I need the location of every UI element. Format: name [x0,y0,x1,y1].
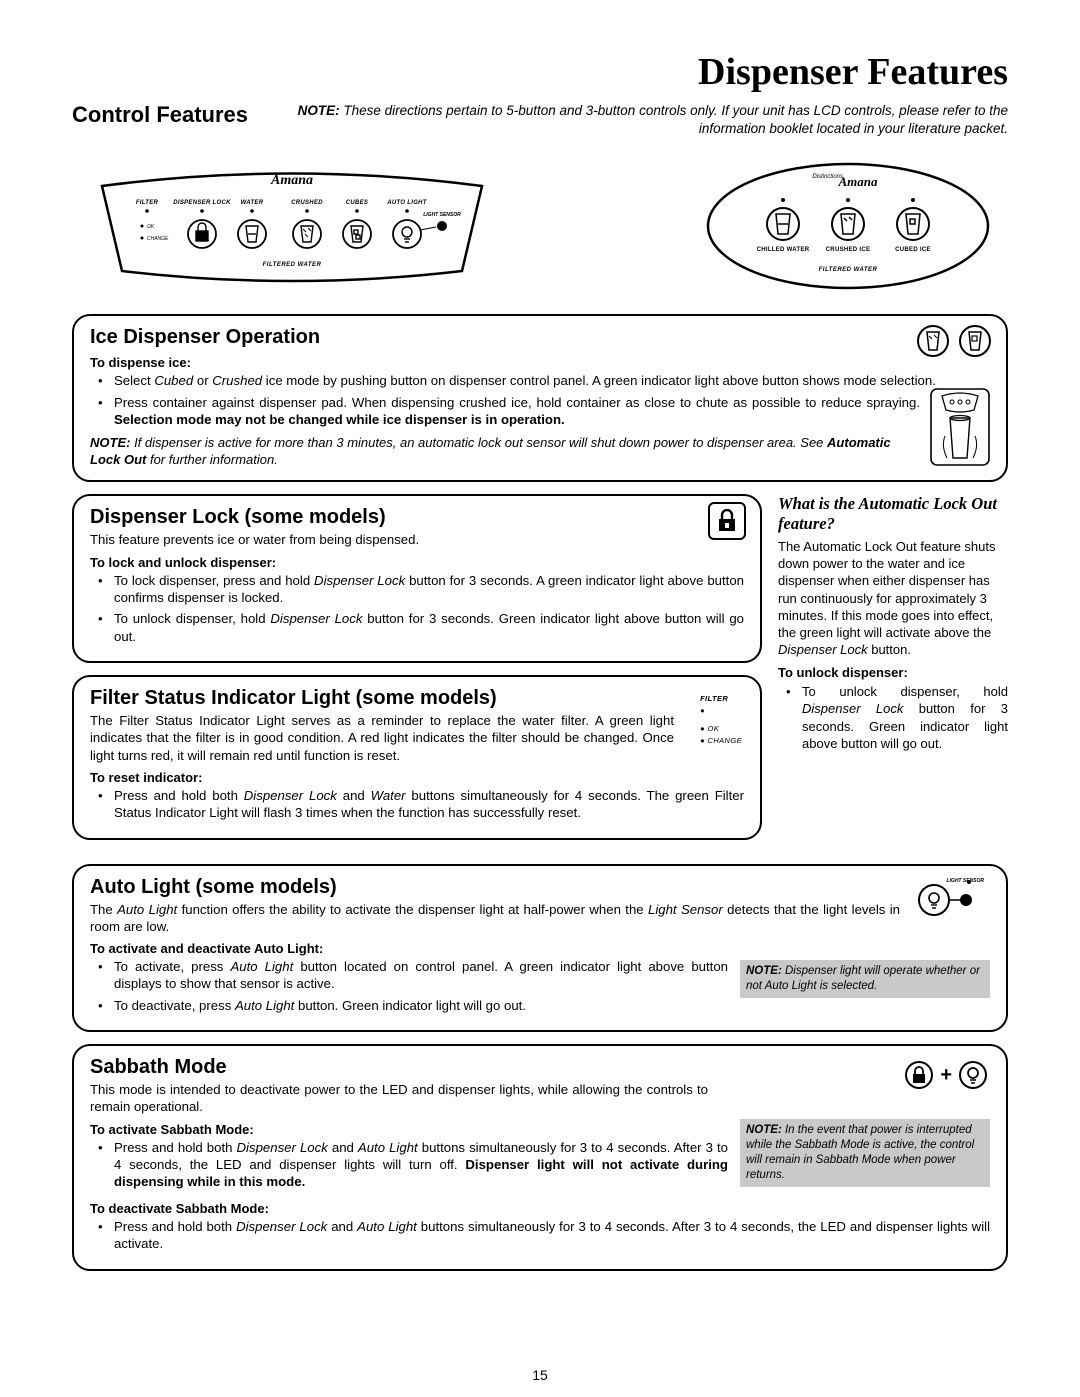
svg-text:FILTER: FILTER [136,200,159,206]
auto-lockout-sidebar: What is the Automatic Lock Out feature? … [778,494,1008,755]
autolight-bullet-2: To deactivate, press Auto Light button. … [90,997,728,1014]
filter-bullets: Press and hold both Dispenser Lock and W… [90,787,744,822]
sidebar-question: What is the Automatic Lock Out feature? [778,494,1008,534]
filter-status-box: FILTER OK CHANGE Filter Status Indicator… [72,675,762,839]
dispenser-lock-box: Dispenser Lock (some models) This featur… [72,494,762,663]
chute-illustration [930,388,990,471]
svg-text:CRUSHED ICE: CRUSHED ICE [826,247,871,253]
sabbath-sub1: To activate Sabbath Mode: [90,1122,728,1137]
sidebar-bullet-1: To unlock dispenser, hold Dispenser Lock… [778,683,1008,752]
bulb-circle-icon [958,1060,988,1090]
ice-subhead: To dispense ice: [90,355,990,370]
sabbath-intro: This mode is intended to deactivate powe… [90,1081,728,1115]
sabbath-bullet-2: Press and hold both Dispenser Lock and A… [90,1218,990,1253]
lock-bullet-2: To unlock dispenser, hold Dispenser Lock… [90,610,744,645]
sabbath-sub2: To deactivate Sabbath Mode: [90,1201,990,1216]
ice-bullet-2: Press container against dispenser pad. W… [90,394,990,429]
svg-text:DISPENSER LOCK: DISPENSER LOCK [173,200,231,206]
note-prefix: NOTE: [298,103,340,118]
svg-text:CUBED ICE: CUBED ICE [895,247,931,253]
svg-text:FILTERED WATER: FILTERED WATER [263,262,322,268]
control-features-label: Control Features [72,102,248,128]
lock-bullets: To lock dispenser, press and hold Dispen… [90,572,744,646]
ice-bullet-1: Select Cubed or Crushed ice mode by push… [90,372,990,389]
ice-note: NOTE: If dispenser is active for more th… [90,435,990,469]
control-panels-row: Amana FILTER DISPENSER LOCK WATER CRUSHE… [72,156,1008,296]
autolight-bullet-1: To activate, press Auto Light button loc… [90,958,728,993]
svg-text:Distinctions: Distinctions [812,174,843,180]
filter-legend: FILTER OK CHANGE [700,693,742,747]
sabbath-bullets-2: Press and hold both Dispenser Lock and A… [90,1218,990,1253]
svg-text:CHILLED WATER: CHILLED WATER [757,247,810,253]
svg-text:FILTERED WATER: FILTERED WATER [819,267,878,273]
crushed-ice-icon [916,324,950,358]
sidebar-subhead: To unlock dispenser: [778,664,1008,681]
svg-text:Amana: Amana [837,174,878,189]
autolight-intro: The Auto Light function offers the abili… [90,901,990,935]
lock-circle-icon [904,1060,934,1090]
autolight-note: NOTE: Dispenser light will operate wheth… [740,960,990,998]
svg-text:OK: OK [147,224,155,230]
autolight-subhead: To activate and deactivate Auto Light: [90,941,990,956]
lock-and-sidebar: Dispenser Lock (some models) This featur… [72,494,1008,851]
sabbath-box: + Sabbath Mode This mode is intended to … [72,1044,1008,1270]
svg-text:AUTO LIGHT: AUTO LIGHT [386,200,428,206]
plus-sign: + [940,1064,952,1087]
sabbath-bullet-1: Press and hold both Dispenser Lock and A… [90,1139,728,1191]
note-text: These directions pertain to 5-button and… [343,103,1008,136]
svg-text:CUBES: CUBES [346,200,369,206]
filter-bullet-1: Press and hold both Dispenser Lock and W… [90,787,744,822]
svg-text:LIGHT SENSOR: LIGHT SENSOR [946,878,984,884]
control-features-header: Control Features NOTE: These directions … [72,102,1008,138]
ice-heading: Ice Dispenser Operation [90,326,990,349]
svg-text:CRUSHED: CRUSHED [291,200,323,206]
svg-text:LIGHT SENSOR: LIGHT SENSOR [423,212,461,218]
svg-text:CHANGE: CHANGE [147,236,169,242]
page-number: 15 [0,1367,1080,1383]
sidebar-para: The Automatic Lock Out feature shuts dow… [778,538,1008,658]
ice-bullets: Select Cubed or Crushed ice mode by push… [90,372,990,428]
svg-text:Amana: Amana [270,173,313,188]
auto-light-box: LIGHT SENSOR Auto Light (some models) Th… [72,864,1008,1033]
header-note: NOTE: These directions pertain to 5-butt… [262,102,1008,138]
sabbath-icon-combo: + [904,1060,988,1090]
cubed-ice-icon [958,324,992,358]
panel-5-button: Amana FILTER DISPENSER LOCK WATER CRUSHE… [82,156,502,296]
sabbath-heading: Sabbath Mode [90,1056,990,1079]
lock-heading: Dispenser Lock (some models) [90,506,744,529]
lock-icon-box [708,502,746,540]
autolight-heading: Auto Light (some models) [90,876,990,899]
auto-light-corner-icon: LIGHT SENSOR [912,874,990,923]
ice-dispenser-box: Ice Dispenser Operation To dispense ice:… [72,314,1008,482]
ice-heading-icons [916,324,992,358]
lock-bullet-1: To lock dispenser, press and hold Dispen… [90,572,744,607]
sidebar-bullets: To unlock dispenser, hold Dispenser Lock… [778,683,1008,752]
autolight-bullets: To activate, press Auto Light button loc… [90,958,728,1018]
sabbath-note: NOTE: In the event that power is interru… [740,1119,990,1187]
lock-intro: This feature prevents ice or water from … [90,531,744,548]
lock-subhead: To lock and unlock dispenser: [90,555,744,570]
filter-intro: The Filter Status Indicator Light serves… [90,712,744,763]
svg-text:WATER: WATER [241,200,264,206]
sabbath-bullets-1: Press and hold both Dispenser Lock and A… [90,1139,728,1191]
page-title: Dispenser Features [72,50,1008,94]
filter-heading: Filter Status Indicator Light (some mode… [90,687,744,710]
panel-3-button: Amana Distinctions CHILLED WATER CRUSHED… [698,156,998,296]
lock-icon [716,509,738,533]
filter-subhead: To reset indicator: [90,770,744,785]
